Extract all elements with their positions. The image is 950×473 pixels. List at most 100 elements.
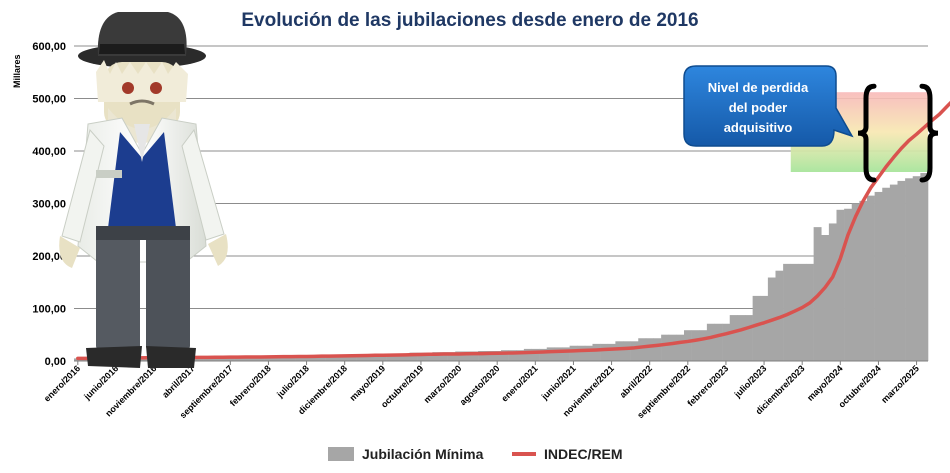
bar — [851, 203, 860, 361]
bar — [218, 357, 227, 361]
bar — [478, 351, 487, 361]
x-tick-label: marzo/2025 — [879, 363, 921, 405]
bar — [470, 351, 479, 361]
callout-line-1: Nivel de perdida — [708, 80, 809, 95]
x-tick-label: mayo/2024 — [805, 363, 845, 403]
bar — [668, 334, 677, 361]
bar — [722, 323, 731, 361]
y-axis-ticks: 0,00 100,00 200,00 300,00 400,00 500,00 600,00 — [32, 41, 66, 368]
x-tick-label: enero/2021 — [499, 363, 539, 403]
bar — [386, 353, 395, 361]
bar — [760, 295, 769, 361]
y-axis-label: Millares — [12, 54, 22, 88]
x-tick-label: junio/2016 — [81, 363, 120, 402]
x-tick-label: abril/2022 — [618, 363, 654, 399]
bar — [645, 338, 654, 361]
bar — [272, 356, 281, 361]
x-tick-label: febrero/2018 — [228, 363, 273, 408]
gap-bracket — [857, 83, 939, 183]
bar — [356, 354, 365, 361]
bar — [546, 347, 555, 361]
bar — [867, 195, 875, 361]
x-tick-label: febrero/2023 — [685, 363, 730, 408]
bar — [516, 350, 525, 361]
bar — [554, 347, 563, 361]
playmobil-figure-icon — [59, 12, 228, 368]
bar — [257, 356, 265, 361]
bar — [508, 350, 517, 361]
bar — [485, 351, 494, 361]
bar — [882, 187, 891, 361]
legend-swatch-jubilacion-minima — [328, 447, 354, 461]
x-tick-label: julio/2018 — [274, 363, 311, 400]
bar — [234, 356, 243, 361]
line-series-indec-rem — [76, 100, 950, 361]
y-tick-label: 0,00 — [45, 356, 66, 368]
bar — [592, 343, 601, 361]
bar — [783, 263, 792, 361]
bar — [432, 352, 441, 361]
bar — [569, 345, 578, 361]
y-tick-label: 100,00 — [32, 304, 66, 316]
bar — [417, 352, 426, 361]
bar — [401, 353, 410, 361]
bar — [729, 315, 738, 361]
bar — [607, 343, 616, 361]
bar — [905, 178, 914, 361]
bar — [828, 223, 837, 361]
bar — [462, 351, 471, 361]
bar — [348, 354, 357, 361]
x-tick-label: junio/2021 — [539, 363, 578, 402]
bar — [874, 191, 883, 361]
bar — [630, 341, 639, 361]
x-tick-label: agosto/2020 — [458, 363, 502, 407]
bar — [340, 354, 349, 361]
bar — [798, 263, 807, 361]
legend-label-jubilacion-minima: Jubilación Mínima — [362, 446, 484, 462]
bar — [279, 356, 288, 361]
bar — [889, 184, 898, 361]
bar — [699, 330, 708, 361]
callout-bubble: Nivel de perdida del poder adquisitivo — [683, 65, 854, 147]
bar — [363, 354, 372, 361]
callout-line-2: del poder — [729, 100, 788, 115]
right-brace — [919, 83, 939, 183]
bar — [638, 338, 647, 361]
bar — [714, 323, 723, 361]
bar — [440, 352, 448, 361]
bar — [455, 351, 464, 361]
bar — [821, 235, 830, 361]
bar — [653, 338, 662, 361]
bar — [752, 295, 761, 361]
y-tick-label: 400,00 — [32, 146, 66, 158]
bar — [745, 315, 753, 361]
bar — [295, 356, 304, 361]
bar — [577, 345, 586, 361]
left-brace — [857, 83, 877, 183]
bar — [287, 356, 296, 361]
bar — [523, 348, 532, 361]
bar — [806, 263, 814, 361]
bar — [676, 334, 685, 361]
bar — [241, 356, 250, 361]
bar — [447, 352, 456, 361]
bar — [859, 200, 868, 361]
bar — [226, 356, 235, 361]
bar — [394, 353, 403, 361]
x-tick-label: mayo/2019 — [348, 363, 388, 403]
bar — [737, 315, 746, 361]
bar — [623, 341, 631, 361]
legend: Jubilación Mínima INDEC/REM — [328, 446, 623, 462]
y-tick-label: 200,00 — [32, 251, 66, 263]
bar — [836, 209, 845, 361]
bar — [897, 180, 906, 361]
bar — [379, 354, 387, 361]
bar — [325, 355, 334, 361]
x-tick-label: enero/2016 — [42, 363, 82, 403]
y-tick-label: 600,00 — [32, 41, 66, 53]
bar — [691, 330, 700, 361]
bar — [318, 355, 326, 361]
bar — [844, 208, 853, 361]
